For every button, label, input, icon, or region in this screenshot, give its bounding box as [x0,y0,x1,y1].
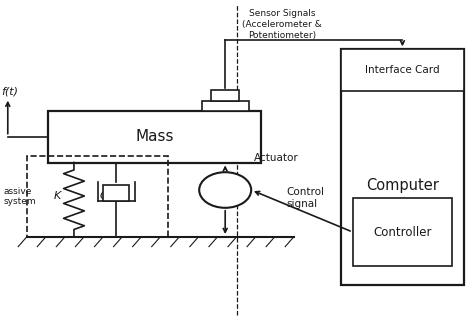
Bar [353,198,452,266]
Text: Controller: Controller [373,226,432,239]
Text: Computer: Computer [366,178,439,193]
Circle shape [199,172,251,208]
Text: Interface Card: Interface Card [365,65,440,75]
Bar [211,90,239,100]
Bar [341,49,464,91]
Bar [103,185,129,201]
Bar [48,111,261,162]
Text: Sensor Signals
(Accelerometer &
Potentiometer): Sensor Signals (Accelerometer & Potentio… [242,9,322,40]
Text: assive
system: assive system [3,187,36,206]
Text: Actuator: Actuator [254,153,298,162]
Text: f(t): f(t) [1,86,18,96]
Bar [27,156,168,237]
Bar [201,100,249,111]
Text: Control
signal: Control signal [287,187,325,209]
Bar [341,49,464,285]
Text: Mass: Mass [135,129,173,144]
Text: K: K [54,191,61,202]
Text: C: C [100,191,108,202]
